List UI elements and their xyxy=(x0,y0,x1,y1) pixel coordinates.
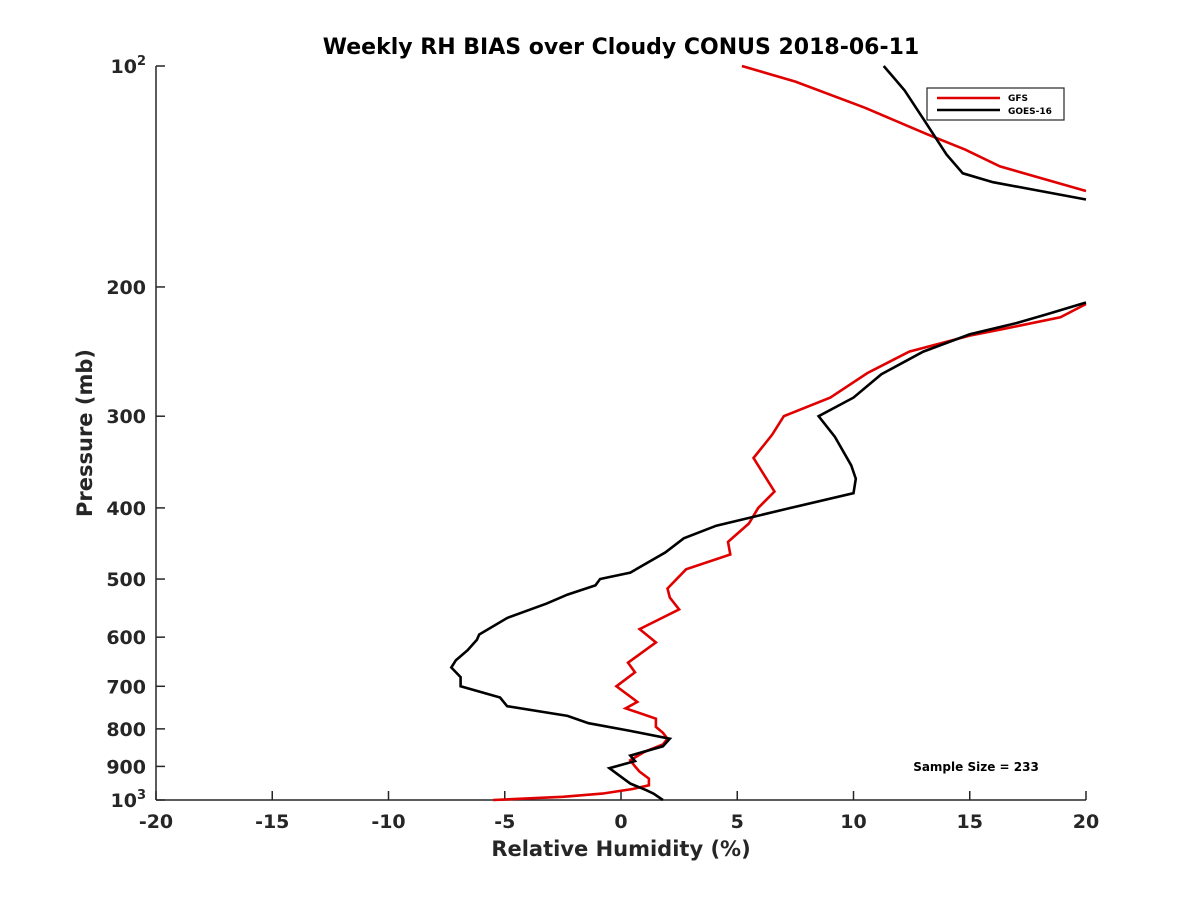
y-tick-label: 400 xyxy=(106,498,146,520)
y-tick-label-base: 200 xyxy=(106,277,146,299)
plot-area: -20 -15 -10 -5 0 5 10 15 20 10220030040050060070… xyxy=(106,54,1099,833)
y-tick-label-base: 500 xyxy=(106,569,146,591)
y-tick-label: 900 xyxy=(106,756,146,778)
x-ticks: -20 -15 -10 -5 0 5 10 15 20 xyxy=(139,791,1099,833)
x-tick-label: 15 xyxy=(957,811,983,833)
y-tick-label: 200 xyxy=(106,277,146,299)
x-tick-label: -20 xyxy=(139,811,173,833)
legend-label-goes16: GOES-16 xyxy=(1008,107,1052,117)
series-line-gfs xyxy=(741,64,1087,193)
x-tick-label: 10 xyxy=(840,811,866,833)
y-tick-label: 800 xyxy=(106,719,146,741)
series-line-goes16 xyxy=(882,65,1087,201)
y-tick-label-base: 700 xyxy=(106,676,146,698)
legend-box xyxy=(926,87,1065,121)
x-tick-label: -5 xyxy=(494,811,515,833)
y-tick-label-exponent: 3 xyxy=(137,788,146,803)
legend: GFS GOES-16 xyxy=(926,87,1065,121)
series-line-goes16 xyxy=(449,301,1087,802)
y-tick-label: 600 xyxy=(106,627,146,649)
y-tick-label: 700 xyxy=(106,676,146,698)
y-tick-label-base: 900 xyxy=(106,756,146,778)
y-tick-label-base: 10 xyxy=(111,790,137,812)
y-tick-label-base: 800 xyxy=(106,719,146,741)
y-tick-label-exponent: 2 xyxy=(137,54,146,69)
legend-label-gfs: GFS xyxy=(1008,94,1028,104)
x-tick-label: 20 xyxy=(1073,811,1099,833)
y-tick-label: 102 xyxy=(111,54,147,78)
y-axis-label: Pressure (mb) xyxy=(73,349,97,517)
sample-size-annotation: Sample Size = 233 xyxy=(913,760,1039,774)
y-tick-label-base: 600 xyxy=(106,627,146,649)
x-tick-label: 0 xyxy=(614,811,627,833)
x-tick-label: 5 xyxy=(731,811,744,833)
y-tick-label-base: 300 xyxy=(106,406,146,428)
y-tick-label-base: 400 xyxy=(106,498,146,520)
x-tick-label: -15 xyxy=(255,811,289,833)
chart-title: Weekly RH BIAS over Cloudy CONUS 2018-06… xyxy=(323,35,919,60)
y-tick-label: 300 xyxy=(106,406,146,428)
x-axis-label: Relative Humidity (%) xyxy=(491,837,750,861)
x-tick-label: -10 xyxy=(371,811,405,833)
y-tick-label-base: 10 xyxy=(111,56,137,78)
y-tick-label: 103 xyxy=(111,788,147,812)
y-tick-label: 500 xyxy=(106,569,146,591)
series-lines xyxy=(449,64,1087,802)
series-line-gfs xyxy=(493,302,1087,802)
